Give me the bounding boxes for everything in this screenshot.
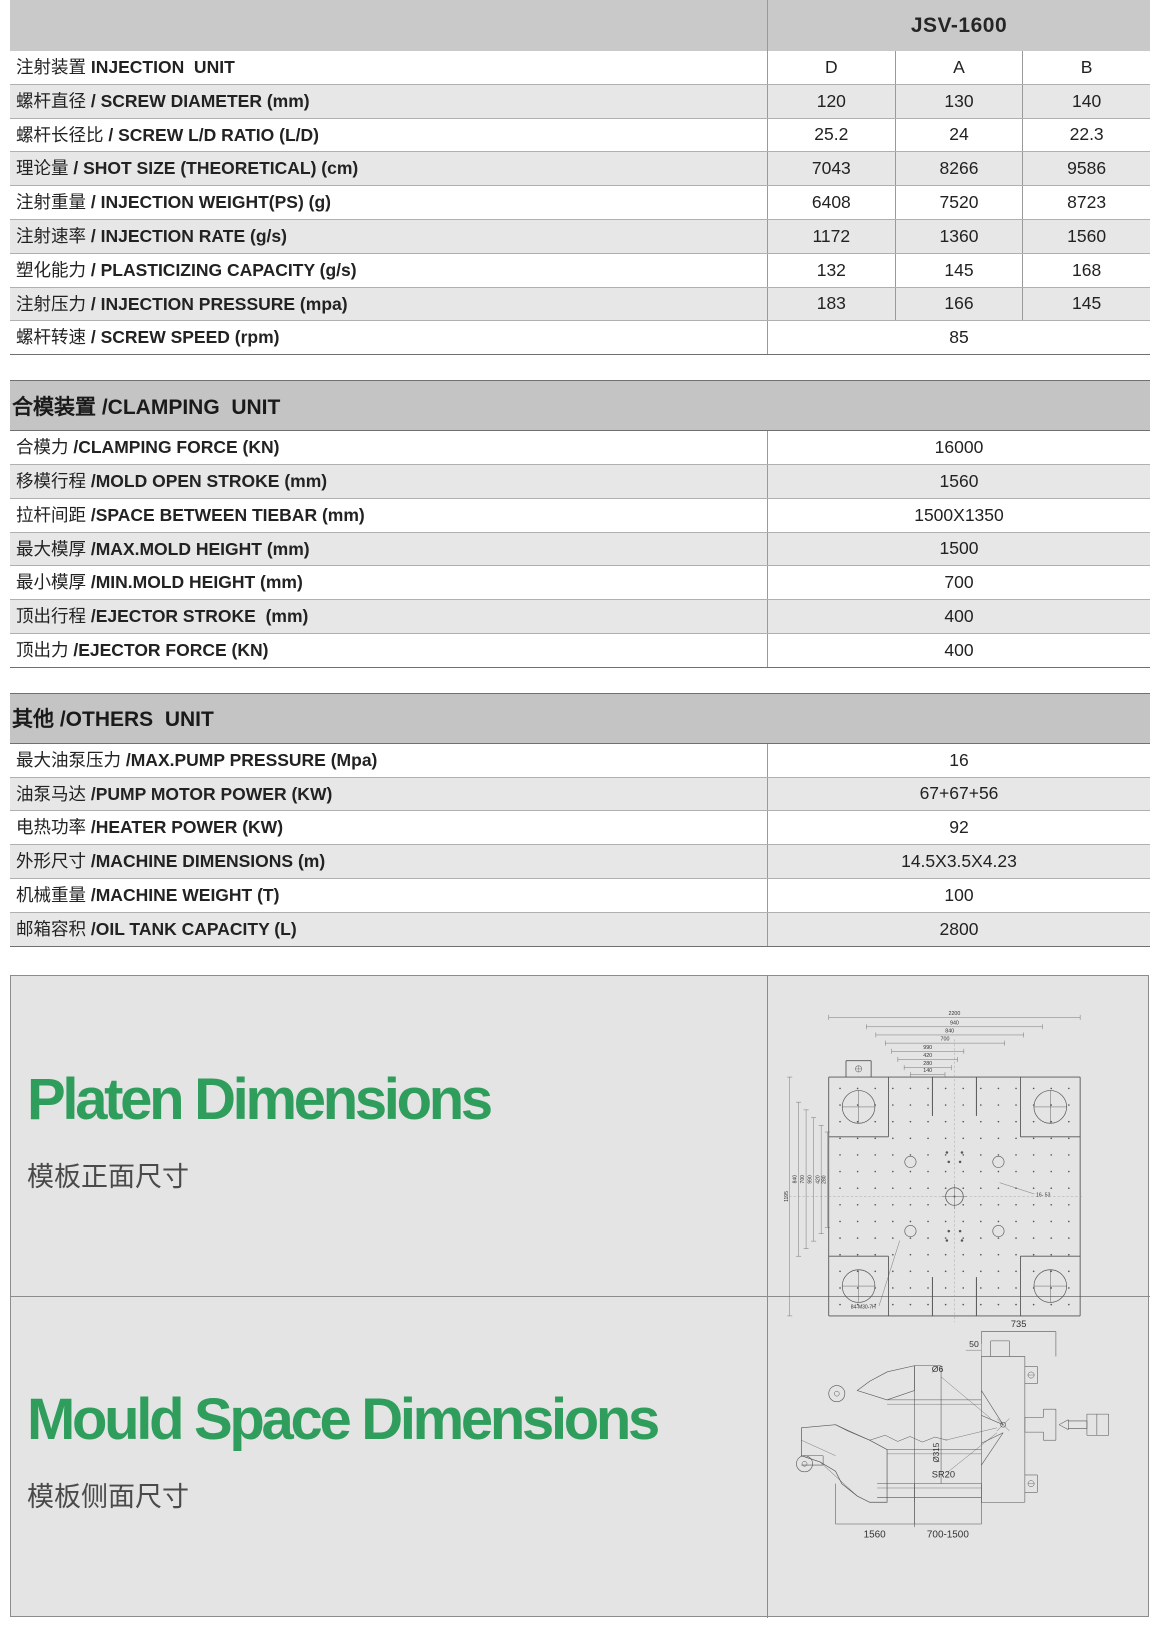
svg-text:Ø6: Ø6 — [931, 1363, 943, 1373]
svg-text:700: 700 — [941, 1036, 950, 1042]
svg-text:990: 990 — [923, 1044, 932, 1050]
svg-text:50: 50 — [969, 1339, 979, 1349]
svg-text:280: 280 — [923, 1061, 932, 1067]
svg-text:Ø315: Ø315 — [932, 1442, 941, 1462]
svg-text:700-1500: 700-1500 — [926, 1529, 968, 1540]
svg-text:1560: 1560 — [863, 1529, 886, 1540]
svg-text:16- 53: 16- 53 — [1036, 1192, 1050, 1198]
svg-text:735: 735 — [1010, 1319, 1026, 1329]
svg-text:940: 940 — [950, 1020, 959, 1026]
svg-text:140: 140 — [923, 1068, 932, 1074]
svg-text:2200: 2200 — [948, 1011, 960, 1017]
svg-text:280: 280 — [822, 1175, 828, 1184]
svg-text:700: 700 — [800, 1174, 806, 1183]
svg-text:990: 990 — [808, 1175, 814, 1184]
svg-text:840: 840 — [793, 1174, 799, 1183]
svg-text:1195: 1195 — [784, 1190, 790, 1201]
svg-text:SR20: SR20 — [931, 1469, 954, 1479]
svg-text:840: 840 — [945, 1028, 954, 1034]
svg-text:420: 420 — [923, 1052, 932, 1058]
svg-text:420: 420 — [815, 1175, 821, 1184]
svg-text:84-M30-7H: 84-M30-7H — [851, 1304, 876, 1310]
